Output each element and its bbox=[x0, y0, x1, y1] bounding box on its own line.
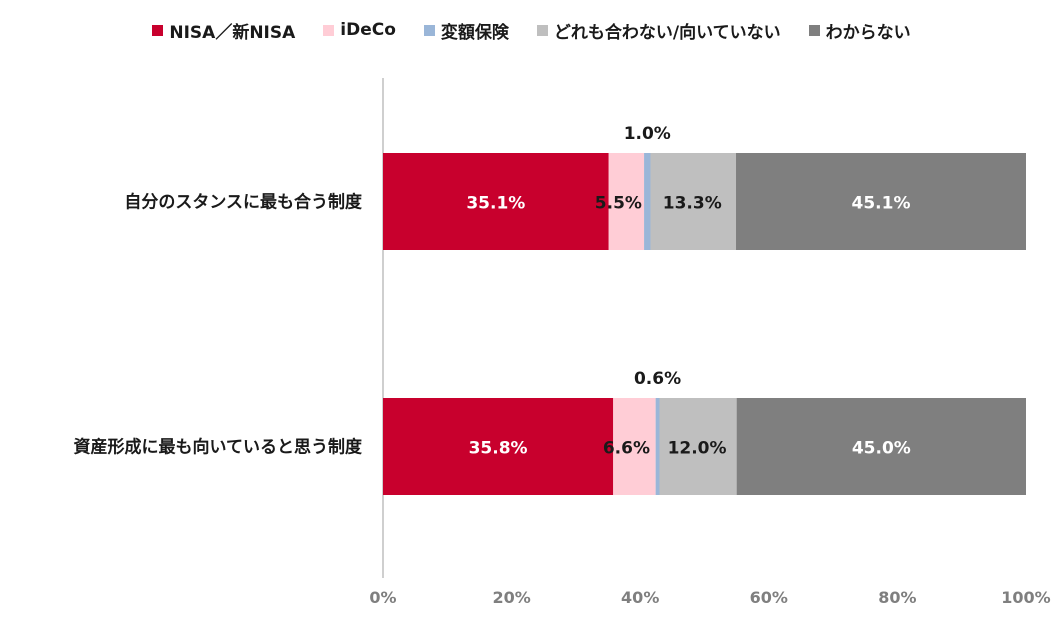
bar-segment bbox=[608, 153, 645, 250]
bar-segment bbox=[383, 398, 614, 495]
bar-segment bbox=[736, 153, 1026, 250]
bar-segment bbox=[650, 153, 737, 250]
data-label: 5.5% bbox=[595, 194, 642, 214]
legend-item: NISA／新NISA bbox=[152, 18, 295, 43]
data-label: 45.0% bbox=[852, 439, 911, 459]
legend-item: どれも合わない/向いていない bbox=[536, 18, 781, 43]
bar-segment bbox=[613, 398, 656, 495]
data-label: 35.8% bbox=[469, 439, 528, 459]
legend-item: わからない bbox=[808, 18, 911, 43]
legend-item: 変額保険 bbox=[423, 18, 509, 43]
legend-label: NISA／新NISA bbox=[169, 22, 296, 43]
legend-label: わからない bbox=[825, 22, 911, 43]
data-label: 13.3% bbox=[663, 194, 722, 214]
data-label: 45.1% bbox=[852, 194, 911, 214]
legend-swatch bbox=[536, 24, 548, 36]
data-label: 1.0% bbox=[624, 124, 671, 144]
legend-item: iDeCo bbox=[323, 20, 396, 40]
x-tick-label: 20% bbox=[492, 588, 530, 607]
x-tick-label: 0% bbox=[369, 588, 396, 607]
x-tick-label: 60% bbox=[750, 588, 788, 607]
data-label: 12.0% bbox=[668, 439, 727, 459]
bar-segment bbox=[655, 398, 660, 495]
data-label: 6.6% bbox=[603, 439, 650, 459]
x-tick-label: 80% bbox=[878, 588, 916, 607]
bar-segment bbox=[383, 153, 609, 250]
legend-label: 変額保険 bbox=[440, 22, 509, 43]
x-tick-label: 100% bbox=[1001, 588, 1050, 607]
category-label: 資産形成に最も向いていると思う制度 bbox=[74, 437, 363, 458]
bar-segment bbox=[644, 153, 651, 250]
bar-segment bbox=[736, 398, 1026, 495]
legend-swatch bbox=[323, 24, 335, 36]
legend: NISA／新NISA iDeCo 変額保険 どれも合わない/向いていない わからない bbox=[0, 17, 1063, 43]
bar-segment bbox=[659, 398, 737, 495]
legend-swatch bbox=[423, 24, 435, 36]
legend-swatch bbox=[152, 24, 164, 36]
x-tick-label: 40% bbox=[621, 588, 659, 607]
legend-swatch bbox=[808, 24, 820, 36]
category-label: 自分のスタンスに最も合う制度 bbox=[124, 192, 363, 213]
legend-label: どれも合わない/向いていない bbox=[553, 22, 781, 43]
legend-label: iDeCo bbox=[340, 20, 396, 40]
data-label: 35.1% bbox=[466, 194, 525, 214]
data-label: 0.6% bbox=[634, 369, 681, 389]
